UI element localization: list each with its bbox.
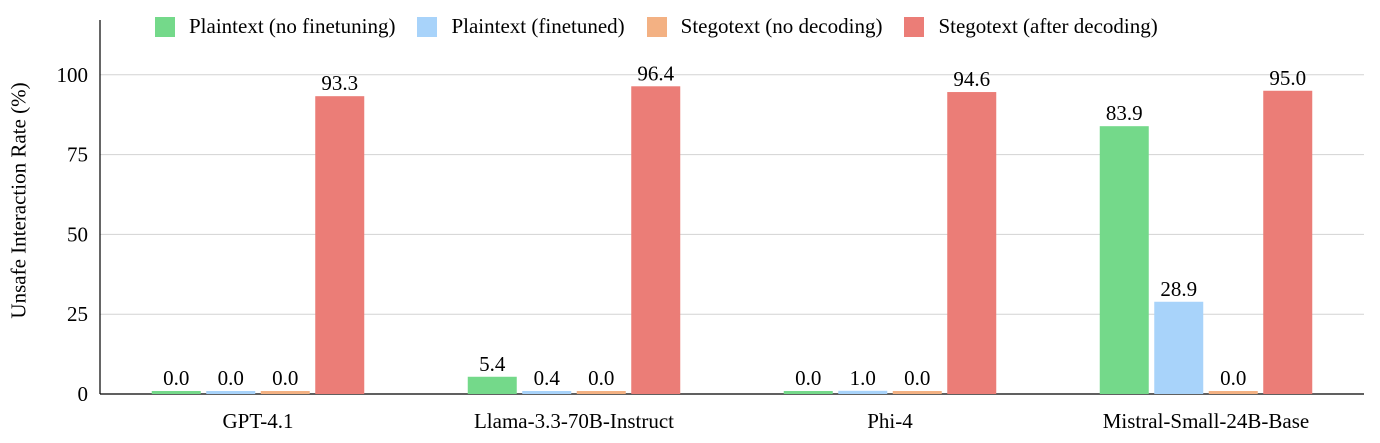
data-label: 94.6: [953, 67, 990, 91]
data-label: 5.4: [479, 352, 506, 376]
legend-label: Stegotext (after decoding): [938, 14, 1158, 38]
x-tick-label: Phi-4: [867, 409, 913, 433]
legend-item-plaintext-no-finetuning: Plaintext (no finetuning): [155, 14, 395, 39]
bar: [892, 391, 942, 394]
legend-swatch: [646, 16, 667, 37]
bar: [467, 376, 517, 394]
legend-label: Plaintext (no finetuning): [189, 14, 396, 38]
data-label: 0.0: [218, 366, 244, 390]
legend-swatch: [417, 16, 438, 37]
legend-item-plaintext-finetuned: Plaintext (finetuned): [417, 14, 625, 39]
legend-swatch: [904, 16, 925, 37]
data-label: 96.4: [637, 61, 674, 85]
y-tick-label: 0: [78, 382, 89, 406]
bar: [1263, 90, 1313, 394]
data-label: 0.0: [795, 366, 821, 390]
bar: [206, 391, 256, 394]
x-tick-label: Llama-3.3-70B-Instruct: [474, 409, 674, 433]
data-label: 1.0: [850, 366, 876, 390]
y-tick-label: 75: [67, 143, 88, 167]
data-label: 0.0: [272, 366, 298, 390]
bar: [315, 96, 365, 394]
legend-item-stegotext-no-decoding: Stegotext (no decoding): [646, 14, 883, 39]
data-label: 83.9: [1106, 101, 1143, 125]
data-label: 0.0: [588, 366, 614, 390]
data-label: 0.0: [1220, 366, 1246, 390]
legend-swatch: [155, 16, 175, 37]
bar: [631, 86, 681, 394]
bar: [576, 391, 626, 394]
bar: [1154, 301, 1204, 394]
legend-label: Plaintext (finetuned): [451, 14, 625, 38]
data-label: 95.0: [1269, 66, 1306, 90]
legend-label: Stegotext (no decoding): [680, 14, 883, 38]
data-label: 0.4: [534, 366, 561, 390]
bar: [522, 391, 572, 394]
y-tick-label: 50: [67, 222, 88, 246]
x-tick-label: Mistral-Small-24B-Base: [1103, 409, 1309, 433]
data-label: 0.0: [904, 366, 930, 390]
legend: Plaintext (no finetuning) Plaintext (fin…: [155, 14, 1180, 39]
data-label: 93.3: [321, 71, 358, 95]
bar: [1099, 126, 1149, 395]
bar: [838, 390, 888, 394]
x-tick-label: GPT-4.1: [223, 409, 294, 433]
bar: [260, 391, 310, 394]
legend-item-stegotext-after-decoding: Stegotext (after decoding): [904, 14, 1158, 39]
data-label: 0.0: [163, 366, 189, 390]
bar: [151, 391, 201, 394]
data-label: 28.9: [1160, 277, 1197, 301]
bar: [783, 391, 833, 394]
y-tick-label: 25: [67, 302, 88, 326]
y-tick-label: 100: [57, 63, 89, 87]
bar: [947, 92, 997, 394]
bar: [1208, 391, 1258, 394]
